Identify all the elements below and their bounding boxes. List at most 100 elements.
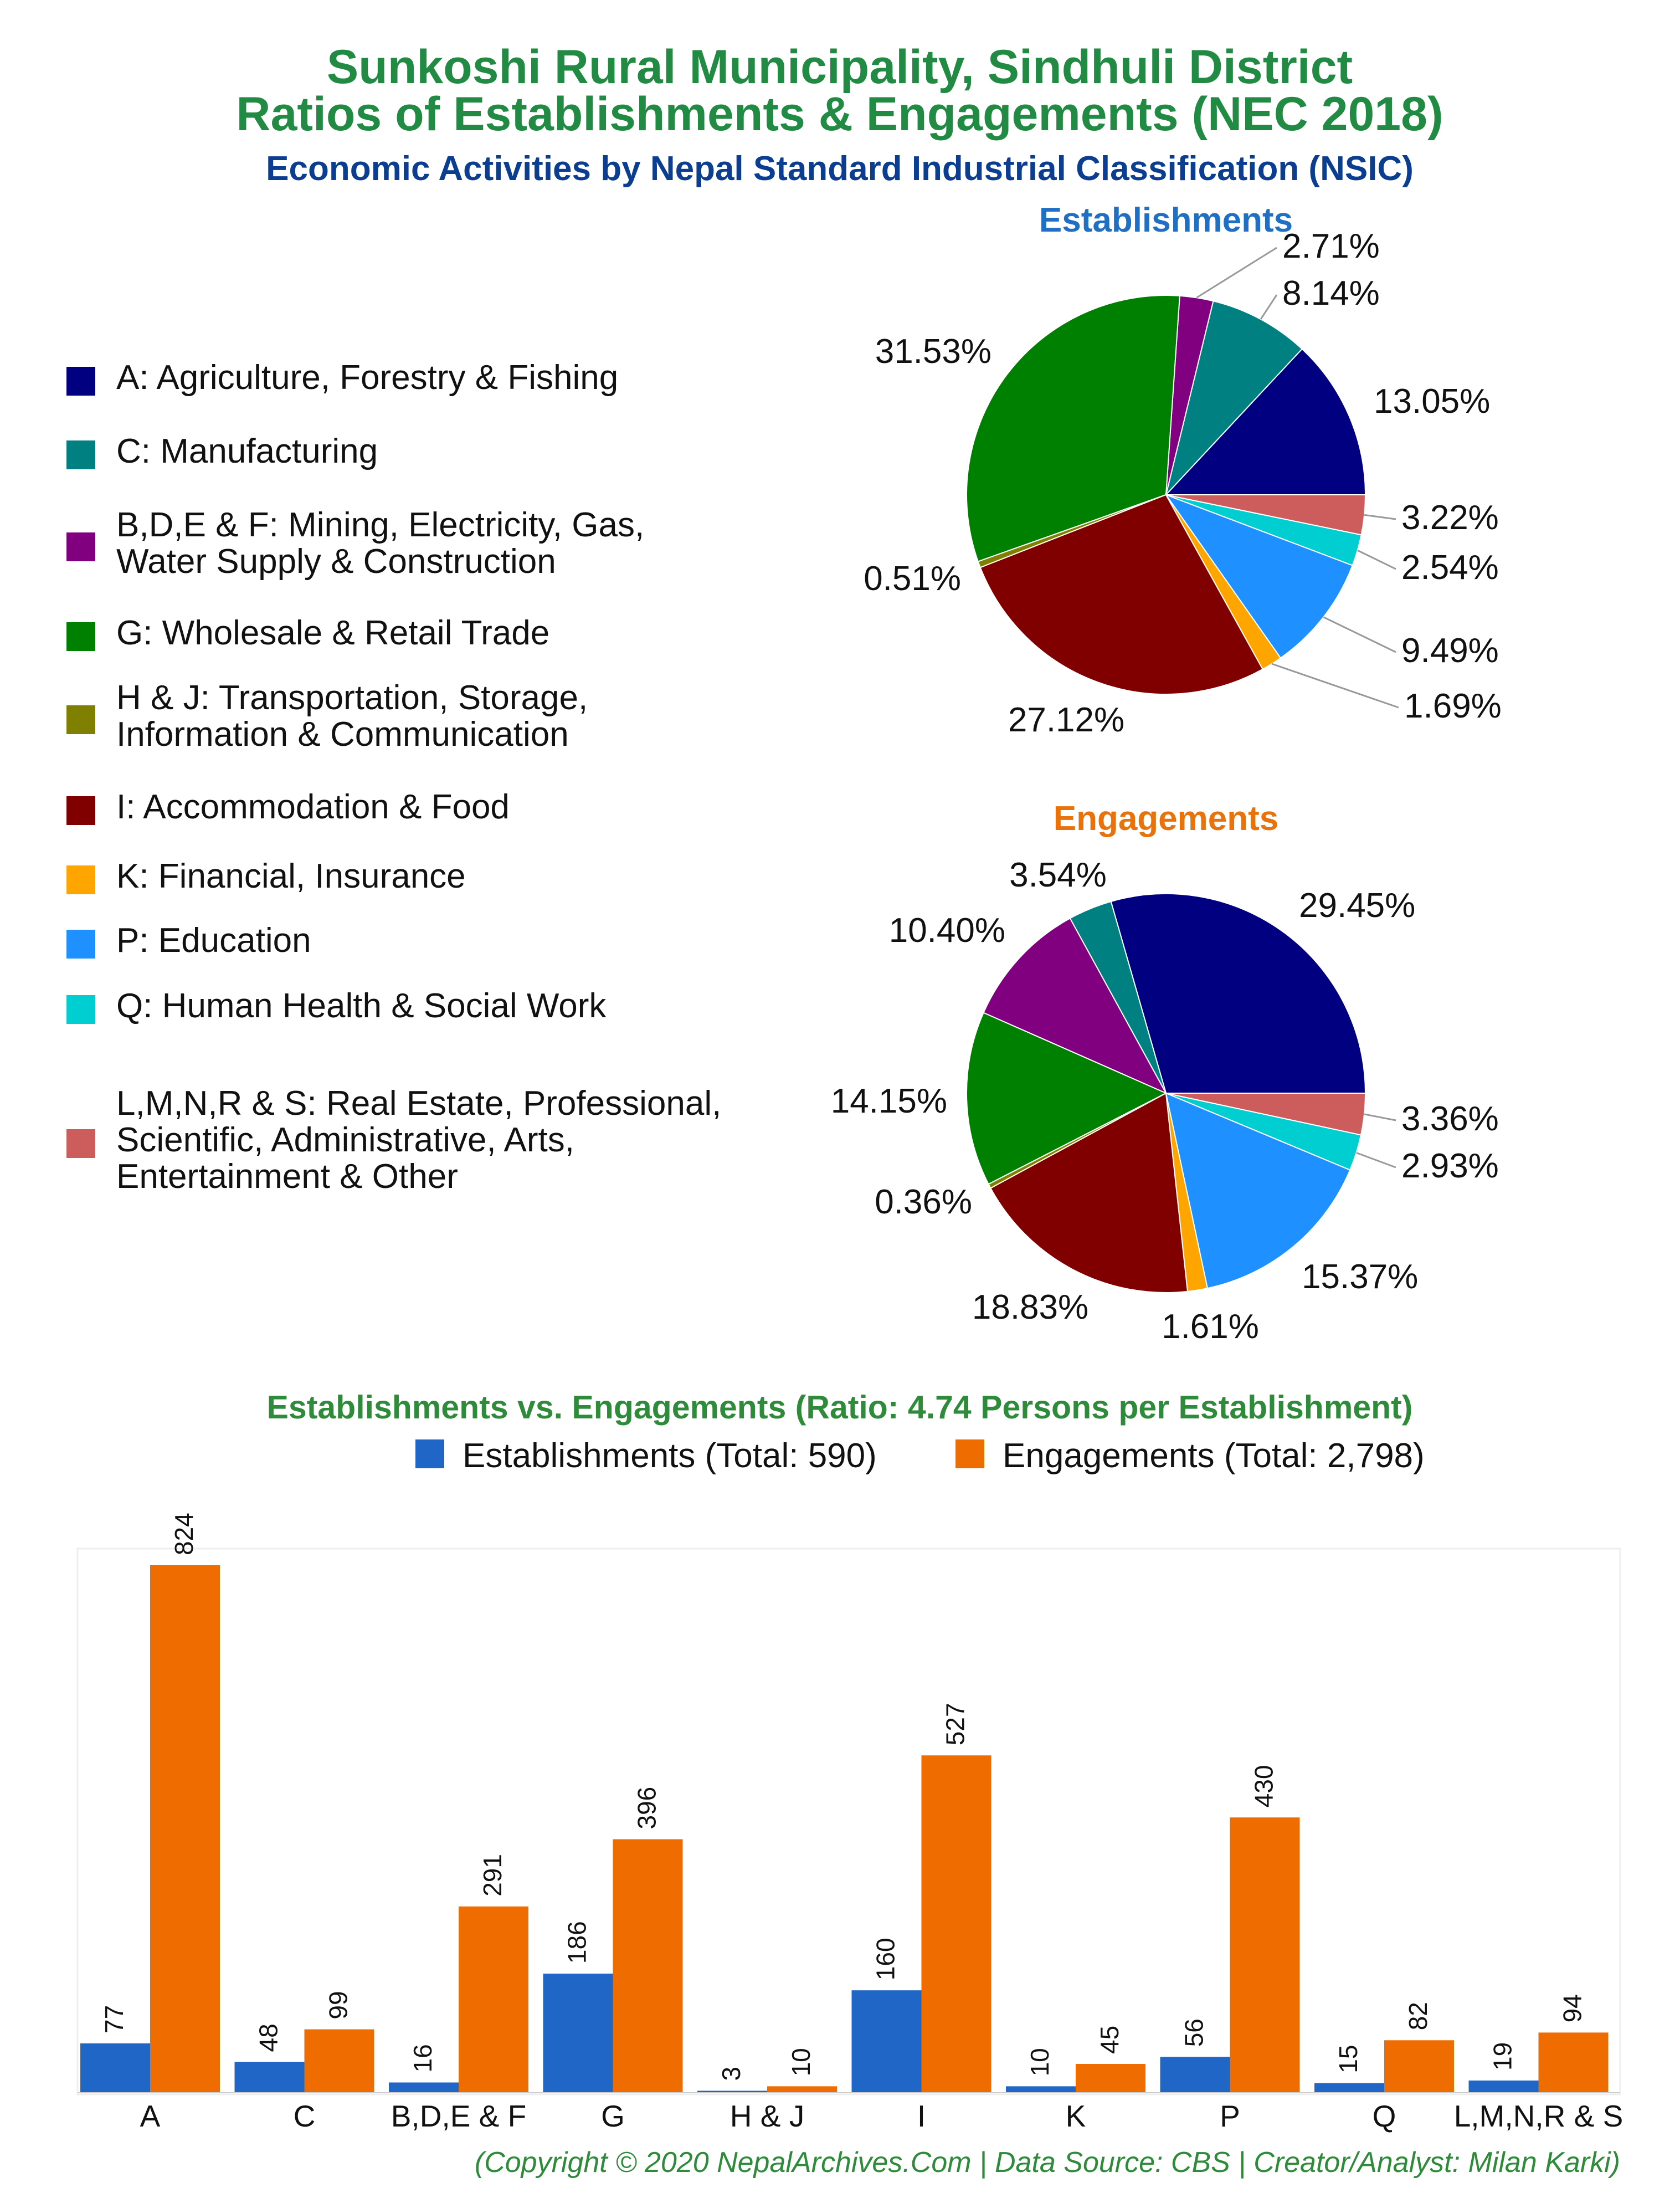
bar-i-establishments <box>851 1990 922 2093</box>
legend-swatch-5 <box>66 796 95 825</box>
pie-leader-b-d-e-f <box>1196 247 1277 299</box>
bar-p-establishments <box>1160 2057 1230 2093</box>
pie-leader-q <box>1356 1152 1396 1169</box>
bar-value-p-1: 430 <box>1250 1765 1278 1807</box>
bar-plot-area <box>76 1548 1621 2095</box>
pie-chart-engagements: 29.45% 3.54%10.40% 14.15% 0.36% 18.83% 1.61% 1… <box>831 856 1499 1346</box>
legend-swatch-7 <box>66 930 95 959</box>
bar-value-a-0: 77 <box>100 2005 129 2033</box>
bar-category-label-p: P <box>1220 2099 1240 2133</box>
bar-value-p-0: 56 <box>1180 2018 1209 2047</box>
bar-value-h-j-0: 3 <box>717 2067 746 2081</box>
bar-value-g-1: 396 <box>633 1787 661 1830</box>
legend-swatch-8 <box>66 995 95 1024</box>
pie-leader-c <box>1260 294 1278 320</box>
bar-value-b-d-e-f-1: 291 <box>478 1854 507 1897</box>
bar-k-engagements <box>1076 2064 1145 2093</box>
pie-label-i: 27.12% <box>1008 701 1124 739</box>
legend-label-8-0: Q: Human Health & Social Work <box>116 987 607 1025</box>
subtitle: Economic Activities by Nepal Standard In… <box>266 150 1414 188</box>
bar-value-q-0: 15 <box>1334 2045 1363 2073</box>
pie-label-i: 18.83% <box>972 1288 1088 1326</box>
bar-value-l-m-n-r-s-0: 19 <box>1488 2042 1517 2071</box>
pie-label-b-d-e-f: 10.40% <box>889 911 1005 950</box>
pie-label-q: 2.54% <box>1401 549 1499 587</box>
bar-value-l-m-n-r-s-1: 94 <box>1558 1994 1587 2022</box>
bar-legend-label-0: Establishments (Total: 590) <box>463 1437 877 1475</box>
bar-category-label-g: G <box>601 2099 625 2133</box>
bar-g-establishments <box>543 1974 613 2093</box>
bar-value-i-0: 160 <box>871 1938 900 1980</box>
legend-label-0-0: A: Agriculture, Forestry & Fishing <box>116 358 618 397</box>
bar-legend-label-1: Engagements (Total: 2,798) <box>1003 1437 1425 1475</box>
legend-label-9-0: L,M,N,R & S: Real Estate, Professional, <box>116 1084 721 1123</box>
category-legend: A: Agriculture, Forestry & Fishing C: Man… <box>66 358 721 1196</box>
bar-i-engagements <box>921 1755 991 2093</box>
bar-value-a-1: 824 <box>169 1513 198 1555</box>
bar-g-engagements <box>613 1839 683 2093</box>
pie-label-q: 2.93% <box>1401 1147 1499 1185</box>
legend-label-1-0: C: Manufacturing <box>116 432 378 470</box>
pie-label-g: 14.15% <box>831 1082 947 1120</box>
bar-p-engagements <box>1230 1817 1300 2093</box>
legend-label-9-1: Scientific, Administrative, Arts, <box>116 1121 574 1159</box>
legend-label-4-0: H & J: Transportation, Storage, <box>116 679 588 717</box>
footer-credit: (Copyright © 2020 NepalArchives.Com | Da… <box>475 2146 1620 2179</box>
legend-swatch-9 <box>66 1129 95 1158</box>
bar-l-m-n-r-s-engagements <box>1538 2032 1609 2093</box>
bar-chart-legend: Establishments (Total: 590) Engagements (… <box>415 1437 1425 1475</box>
legend-swatch-4 <box>66 705 95 734</box>
bar-q-engagements <box>1384 2040 1454 2093</box>
bar-value-c-1: 99 <box>324 1991 353 2019</box>
pie-slice-g <box>966 295 1180 562</box>
legend-label-5-0: I: Accommodation & Food <box>116 788 510 826</box>
bar-category-label-h-j: H & J <box>730 2099 804 2133</box>
bar-category-label-c: C <box>294 2099 316 2133</box>
bar-l-m-n-r-s-establishments <box>1468 2081 1539 2093</box>
bar-value-k-1: 45 <box>1095 2026 1124 2054</box>
legend-swatch-3 <box>66 622 95 651</box>
legend-label-3-0: G: Wholesale & Retail Trade <box>116 614 549 652</box>
bar-category-label-i: I <box>917 2099 926 2133</box>
pie-label-p: 15.37% <box>1302 1258 1418 1296</box>
pie-label-k: 1.69% <box>1404 687 1502 725</box>
bar-value-k-0: 10 <box>1025 2048 1054 2076</box>
pie-label-l-m-n-r-s: 3.36% <box>1401 1100 1499 1138</box>
bar-chart-title: Establishments vs. Engagements (Ratio: 4… <box>267 1389 1413 1426</box>
bar-a-establishments <box>80 2043 150 2093</box>
bar-value-i-1: 527 <box>941 1703 970 1745</box>
legend-swatch-0 <box>66 367 95 396</box>
pie-label-l-m-n-r-s: 3.22% <box>1401 499 1499 537</box>
pie-title-engagements: Engagements <box>1054 800 1279 838</box>
bar-category-label-k: K <box>1066 2099 1086 2133</box>
pie-slice-g <box>966 1012 1168 1185</box>
bar-h-j-engagements <box>767 2086 837 2093</box>
bar-category-label-q: Q <box>1373 2099 1396 2133</box>
pie-leader-l-m-n-r-s <box>1364 514 1396 520</box>
pie-leader-p <box>1323 616 1396 653</box>
legend-swatch-6 <box>66 865 95 894</box>
pie-slice-l-m-n-r-s <box>1165 494 1366 536</box>
legend-label-9-2: Entertainment & Other <box>116 1157 458 1196</box>
bar-legend-swatch-0 <box>415 1439 444 1468</box>
pie-slice-p <box>1164 493 1353 659</box>
bar-legend-swatch-1 <box>955 1439 984 1468</box>
pie-label-h-j: 0.51% <box>864 560 961 598</box>
bar-category-label-a: A <box>140 2099 161 2133</box>
pie-slice-p <box>1165 1092 1351 1289</box>
bar-k-establishments <box>1006 2086 1076 2093</box>
title-line-2: Ratios of Establishments & Engagements (… <box>236 88 1443 141</box>
bar-a-engagements <box>150 1565 220 2093</box>
pie-leader-k <box>1271 663 1399 709</box>
legend-label-2-0: B,D,E & F: Mining, Electricity, Gas, <box>116 506 644 544</box>
pie-leader-l-m-n-r-s <box>1364 1113 1396 1121</box>
pie-label-a: 29.45% <box>1299 887 1415 925</box>
title-line-1: Sunkoshi Rural Municipality, Sindhuli Di… <box>327 40 1353 94</box>
bar-value-h-j-1: 10 <box>787 2048 815 2076</box>
bar-category-label-l-m-n-r-s: L,M,N,R & S <box>1454 2099 1624 2133</box>
pie-slice-a <box>1110 893 1366 1094</box>
pie-leader-q <box>1357 549 1396 570</box>
legend-swatch-2 <box>66 532 95 561</box>
pie-slice-a <box>1164 348 1366 495</box>
